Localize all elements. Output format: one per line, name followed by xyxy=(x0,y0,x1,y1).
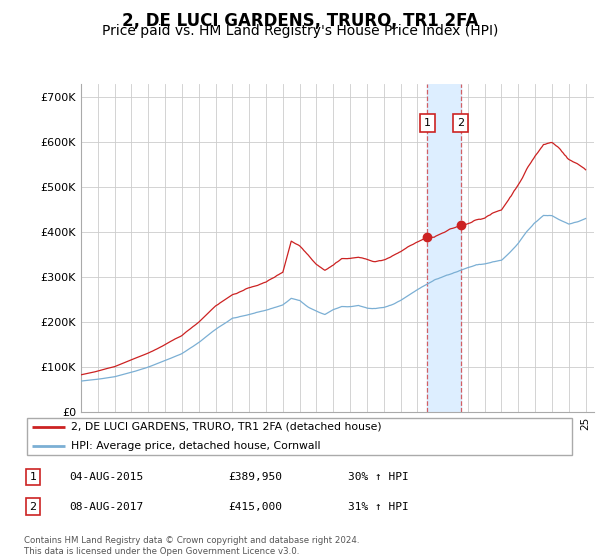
Text: 1: 1 xyxy=(29,472,37,482)
Text: 04-AUG-2015: 04-AUG-2015 xyxy=(69,472,143,482)
Text: HPI: Average price, detached house, Cornwall: HPI: Average price, detached house, Corn… xyxy=(71,441,320,450)
Text: 2, DE LUCI GARDENS, TRURO, TR1 2FA: 2, DE LUCI GARDENS, TRURO, TR1 2FA xyxy=(122,12,478,30)
Text: Contains HM Land Registry data © Crown copyright and database right 2024.
This d: Contains HM Land Registry data © Crown c… xyxy=(24,536,359,556)
Text: 2, DE LUCI GARDENS, TRURO, TR1 2FA (detached house): 2, DE LUCI GARDENS, TRURO, TR1 2FA (deta… xyxy=(71,422,382,432)
Text: 08-AUG-2017: 08-AUG-2017 xyxy=(69,502,143,512)
Text: £415,000: £415,000 xyxy=(228,502,282,512)
Text: £389,950: £389,950 xyxy=(228,472,282,482)
Bar xyxy=(427,84,461,412)
Text: 1: 1 xyxy=(424,118,431,128)
Text: 2: 2 xyxy=(457,118,464,128)
Text: 30% ↑ HPI: 30% ↑ HPI xyxy=(348,472,409,482)
Text: 2: 2 xyxy=(29,502,37,512)
Text: Price paid vs. HM Land Registry's House Price Index (HPI): Price paid vs. HM Land Registry's House … xyxy=(102,24,498,38)
Text: 31% ↑ HPI: 31% ↑ HPI xyxy=(348,502,409,512)
FancyBboxPatch shape xyxy=(27,418,572,455)
